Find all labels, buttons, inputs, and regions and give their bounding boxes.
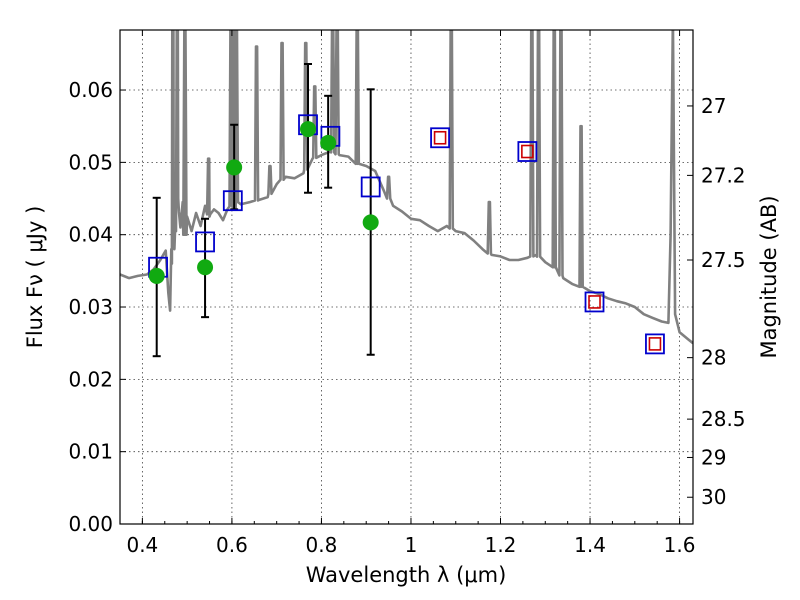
y-tick-label: 0.02: [68, 367, 113, 391]
y2-axis-label: Magnitude (AB): [757, 195, 781, 358]
y2-tick-label: 27.5: [701, 248, 746, 272]
y2-tick-label: 30: [701, 485, 726, 509]
y-tick-label: 0.00: [68, 512, 113, 536]
x-axis-label: Wavelength λ (μm): [306, 563, 507, 587]
model-band-square: [430, 127, 450, 149]
sed-model-line: [120, 30, 693, 345]
y2-tick-label: 28.5: [701, 407, 746, 431]
model-band-square: [517, 141, 538, 162]
ticks: 0.4 0.6 0.8 1 1.2 1.4 1.6 0.00 0.01 0.02 0.03 0.04 0…: [68, 30, 746, 557]
model-band-square: [195, 231, 215, 253]
x-tick-label: 1.4: [574, 533, 606, 557]
y2-tick-label: 27: [701, 94, 726, 118]
y-tick-label: 0.01: [68, 440, 113, 464]
observed-point: [300, 121, 317, 138]
x-tick-label: 0.8: [306, 533, 338, 557]
y-tick-label: 0.06: [68, 78, 113, 102]
limit-square: [588, 295, 601, 309]
y-tick-label: 0.03: [68, 295, 113, 319]
grid: [120, 30, 693, 524]
y2-tick-label: 28: [701, 346, 726, 370]
x-tick-label: 1.2: [485, 533, 517, 557]
plot-frame: [119, 29, 694, 525]
observed-point: [226, 159, 243, 176]
observed-point: [197, 259, 214, 276]
limit-square: [433, 130, 447, 145]
y-axis-label: Flux Fν ( μJy ): [23, 206, 47, 349]
model-band-square: [360, 176, 381, 198]
model-band-square: [222, 190, 243, 212]
observed-point: [320, 134, 337, 151]
y-tick-label: 0.05: [68, 150, 113, 174]
x-tick-label: 1.6: [664, 533, 696, 557]
limit-square: [648, 337, 662, 351]
observed-point: [148, 267, 165, 284]
limit-square: [521, 144, 534, 159]
y-tick-label: 0.04: [68, 223, 113, 247]
y2-tick-label: 27.2: [701, 163, 746, 187]
x-tick-label: 1: [405, 533, 418, 557]
observed-point: [362, 214, 379, 231]
x-tick-label: 0.6: [216, 533, 248, 557]
y2-tick-label: 29: [701, 445, 726, 469]
model-band-square: [584, 291, 605, 313]
plot-area: [120, 30, 693, 358]
x-tick-label: 0.4: [126, 533, 158, 557]
model-band-square: [645, 333, 665, 355]
